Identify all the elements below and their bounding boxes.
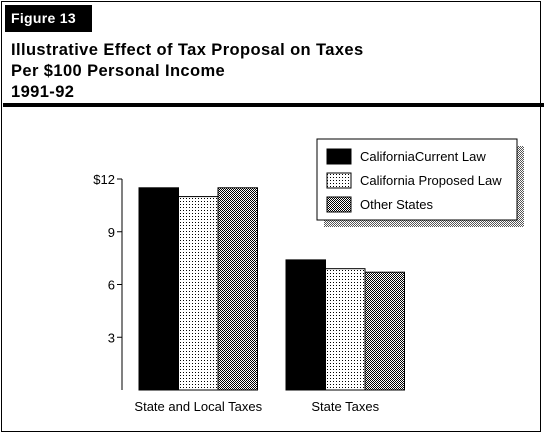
chart-title-line-1: Illustrative Effect of Tax Proposal on T… [11, 41, 364, 59]
chart-title-line-2: Per $100 Personal Income [11, 62, 226, 80]
legend-label: California Proposed Law [360, 173, 502, 188]
legend-swatch [326, 148, 352, 165]
bar [325, 268, 366, 391]
legend: CaliforniaCurrent Law California Proposed… [316, 138, 524, 227]
y-tick-label: $12 [93, 172, 115, 187]
figure-label: Figure 13 [5, 5, 92, 32]
legend-label: CaliforniaCurrent Law [360, 149, 486, 164]
bar [138, 187, 179, 391]
bar [285, 259, 326, 391]
y-tick-label: 6 [108, 278, 115, 293]
x-category-label: State Taxes [311, 399, 379, 414]
bar [364, 271, 405, 391]
axes: $12 9 6 3 [93, 172, 123, 390]
bars: State and Local Taxes State Taxes [134, 187, 405, 414]
bar [217, 187, 258, 391]
legend-swatch [326, 172, 352, 189]
chart-title-line-3: 1991-92 [11, 83, 75, 101]
bar [178, 196, 219, 391]
legend-swatch [326, 196, 352, 213]
title-divider [3, 103, 544, 107]
legend-label: Other States [360, 197, 433, 212]
y-tick-label: 9 [108, 225, 115, 240]
y-tick-label: 3 [108, 330, 115, 345]
x-category-label: State and Local Taxes [134, 399, 262, 414]
